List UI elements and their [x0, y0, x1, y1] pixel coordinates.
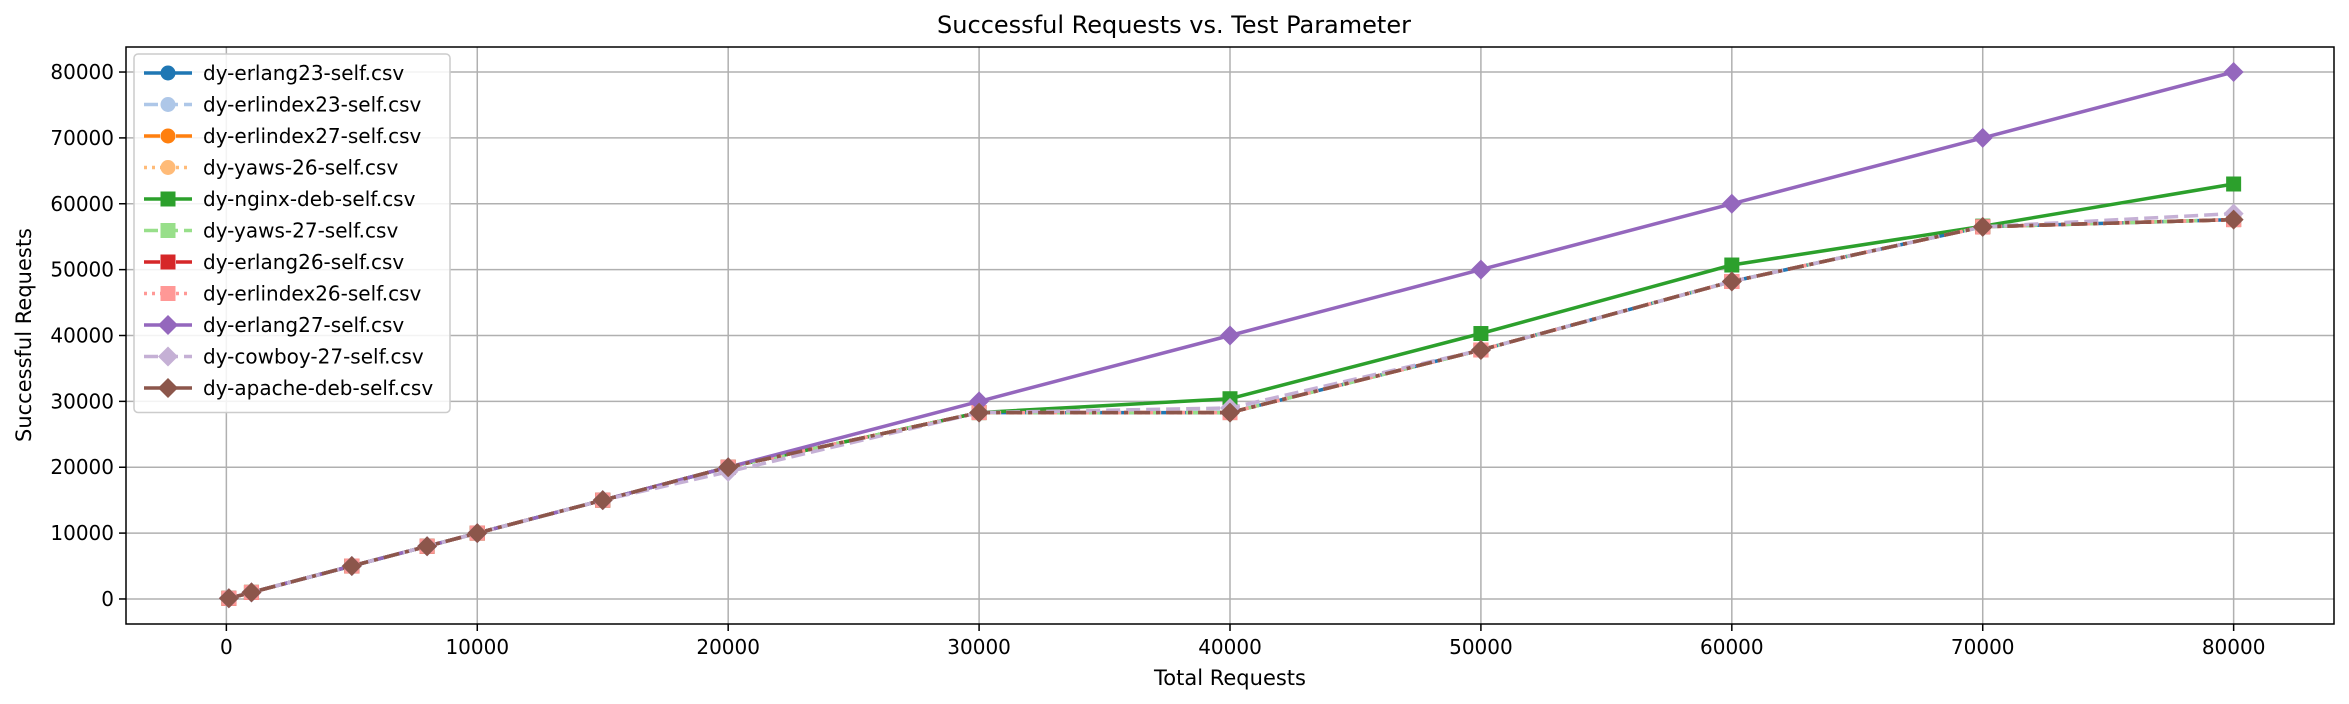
- legend-label: dy-yaws-27-self.csv: [203, 219, 398, 243]
- legend-marker: [161, 97, 176, 112]
- x-tick-label: 50000: [1449, 635, 1513, 659]
- legend-marker: [161, 160, 176, 175]
- legend-label: dy-erlang26-self.csv: [203, 250, 404, 274]
- y-tick-label: 60000: [50, 192, 114, 216]
- legend-marker: [161, 129, 176, 144]
- x-tick-label: 10000: [445, 635, 509, 659]
- legend-marker: [161, 255, 176, 270]
- legend-label: dy-erlindex23-self.csv: [203, 93, 422, 117]
- x-tick-label: 0: [220, 635, 233, 659]
- legend-label: dy-erlindex27-self.csv: [203, 124, 422, 148]
- y-tick-label: 80000: [50, 60, 114, 84]
- y-tick-label: 70000: [50, 126, 114, 150]
- legend-marker: [161, 286, 176, 301]
- data-point: [1473, 326, 1488, 341]
- y-tick-label: 30000: [50, 389, 114, 413]
- x-tick-label: 20000: [696, 635, 760, 659]
- x-tick-label: 70000: [1951, 635, 2015, 659]
- legend-label: dy-erlang23-self.csv: [203, 61, 404, 85]
- x-tick-label: 80000: [2202, 635, 2266, 659]
- legend-label: dy-erlindex26-self.csv: [203, 282, 422, 306]
- legend-label: dy-erlang27-self.csv: [203, 313, 404, 337]
- legend-marker: [161, 66, 176, 81]
- legend-label: dy-nginx-deb-self.csv: [203, 187, 416, 211]
- y-axis-label: Successful Requests: [12, 228, 36, 442]
- x-tick-label: 40000: [1198, 635, 1262, 659]
- legend-label: dy-cowboy-27-self.csv: [203, 345, 424, 369]
- chart-title: Successful Requests vs. Test Parameter: [937, 11, 1411, 39]
- legend-marker: [161, 223, 176, 238]
- data-point: [1724, 258, 1739, 273]
- y-tick-label: 10000: [50, 521, 114, 545]
- legend-label: dy-yaws-26-self.csv: [203, 156, 398, 180]
- x-tick-label: 30000: [947, 635, 1011, 659]
- legend-label: dy-apache-deb-self.csv: [203, 376, 433, 400]
- x-axis-label: Total Requests: [1153, 666, 1306, 690]
- y-tick-label: 0: [101, 587, 114, 611]
- legend: dy-erlang23-self.csv dy-erlindex23-self.c…: [134, 54, 450, 413]
- data-point: [2226, 177, 2241, 192]
- y-tick-label: 40000: [50, 324, 114, 348]
- x-tick-label: 60000: [1700, 635, 1764, 659]
- legend-marker: [161, 192, 176, 207]
- y-tick-label: 20000: [50, 455, 114, 479]
- y-tick-label: 50000: [50, 258, 114, 282]
